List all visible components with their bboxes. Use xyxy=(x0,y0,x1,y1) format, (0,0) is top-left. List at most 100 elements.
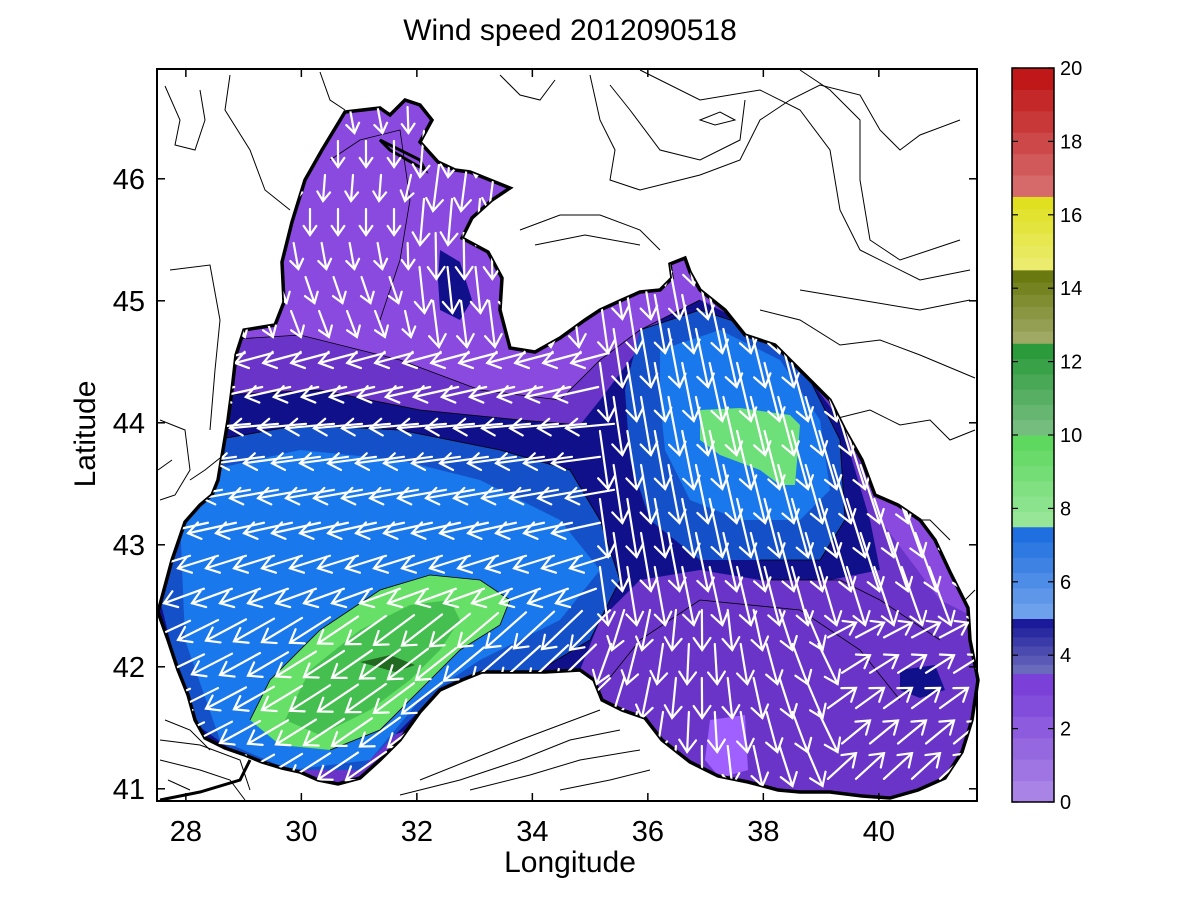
wind-arrow xyxy=(914,259,938,321)
wind-arrow-head xyxy=(316,555,334,574)
wind-arrow xyxy=(708,361,724,423)
wind-arrow xyxy=(498,712,542,752)
wind-arrow-head xyxy=(204,694,222,712)
wind-arrow-head xyxy=(682,542,701,559)
colorbar-band xyxy=(1012,587,1054,604)
wind-arrow xyxy=(639,463,653,525)
wind-arrow-head xyxy=(880,541,899,559)
wind-arrow xyxy=(160,385,208,399)
wind-arrow-head xyxy=(909,473,928,491)
colorbar-band xyxy=(1012,419,1054,436)
wind-arrow-head xyxy=(706,670,726,686)
wind-arrow-head xyxy=(484,555,502,574)
wind-arrow xyxy=(316,615,360,645)
wind-arrow-head xyxy=(439,231,459,247)
wind-arrow xyxy=(610,608,626,652)
wind-arrow-head xyxy=(428,555,446,574)
wind-arrow xyxy=(626,225,638,287)
wind-arrow xyxy=(172,422,224,430)
colorbar-band xyxy=(1012,306,1054,320)
wind-arrow xyxy=(763,497,781,559)
wind-arrow-head xyxy=(852,133,871,151)
wind-arrow-head xyxy=(456,555,474,574)
wind-arrow xyxy=(512,678,556,718)
wind-arrow xyxy=(177,309,191,339)
wind-arrow-head xyxy=(667,440,687,457)
wind-arrow-head xyxy=(163,290,179,305)
wind-arrow xyxy=(431,163,441,213)
wind-arrow-head xyxy=(158,521,175,540)
wind-arrow xyxy=(484,554,528,570)
wind-arrow xyxy=(428,554,472,570)
wind-arrow xyxy=(487,299,497,349)
wind-arrow-head xyxy=(340,417,356,437)
wind-arrow-head xyxy=(284,486,301,506)
wind-arrow xyxy=(854,752,886,780)
wind-arrow xyxy=(790,429,810,491)
wind-arrow-head xyxy=(427,332,447,349)
wind-arrow xyxy=(228,422,280,430)
wind-arrow xyxy=(832,327,852,389)
wind-arrow-head xyxy=(767,270,786,287)
wind-arrow xyxy=(508,488,560,500)
colorbar-tick-label: 6 xyxy=(1060,572,1071,594)
wind-arrow-head xyxy=(177,121,193,135)
wind-arrow xyxy=(626,100,638,151)
wind-arrow-head xyxy=(868,686,886,703)
wind-arrow xyxy=(290,351,330,365)
wind-arrow-head xyxy=(606,634,625,652)
wind-arrow-head xyxy=(218,660,236,678)
wind-arrow-head xyxy=(374,324,389,339)
wind-arrow-head xyxy=(330,662,348,679)
wind-arrow xyxy=(568,554,612,570)
wind-arrow-head xyxy=(358,663,376,680)
wind-arrow-head xyxy=(414,664,432,682)
wind-arrow xyxy=(162,587,206,605)
wind-arrow-head xyxy=(696,168,715,185)
colorbar-band xyxy=(1012,269,1054,283)
wind-arrow xyxy=(928,293,952,355)
wind-arrow xyxy=(340,488,392,500)
wind-arrow-head xyxy=(809,236,829,253)
wind-arrow xyxy=(368,488,420,500)
colorbar-band xyxy=(1012,636,1054,647)
wind-arrow-head xyxy=(289,121,305,135)
colorbar-band xyxy=(1012,294,1054,308)
axes: 28 30 32 34 36 38 40 41 42 43 44 45 46 xyxy=(113,69,977,848)
wind-arrow-head xyxy=(484,700,502,717)
wind-arrow-head xyxy=(753,236,772,253)
wind-arrow xyxy=(873,361,895,423)
wind-arrow xyxy=(438,455,490,465)
colorbar-band xyxy=(1012,153,1054,176)
wind-arrow xyxy=(428,612,472,648)
wind-arrow xyxy=(377,173,383,203)
colorbar-tick-label: 14 xyxy=(1060,278,1082,300)
wind-arrow-head xyxy=(162,590,180,609)
wind-arrow-head xyxy=(579,231,599,247)
wind-arrow xyxy=(403,309,413,339)
wind-arrow-head xyxy=(838,303,857,321)
colorbar-band xyxy=(1012,572,1054,589)
wind-arrow-head xyxy=(781,236,800,253)
wind-arrow xyxy=(681,429,695,491)
wind-arrow-head xyxy=(228,417,244,437)
wind-arrow-head xyxy=(710,610,730,627)
wind-arrow-head xyxy=(330,590,348,609)
wind-arrow-head xyxy=(425,196,444,213)
wind-arrow-head xyxy=(951,235,970,253)
wind-arrow-head xyxy=(880,609,899,627)
colorbar-band xyxy=(1012,196,1054,210)
wind-arrow xyxy=(900,100,924,151)
wind-arrow xyxy=(653,497,667,559)
wind-arrow-head xyxy=(318,324,333,339)
wind-arrow-head xyxy=(176,190,192,203)
wind-arrow xyxy=(708,497,724,559)
wind-arrow xyxy=(722,395,738,457)
wind-arrow-head xyxy=(523,385,541,404)
wind-arrow-head xyxy=(767,134,786,151)
wind-arrow-head xyxy=(340,486,357,506)
wind-arrow xyxy=(574,231,578,281)
wind-arrow-head xyxy=(162,156,178,169)
wind-arrow xyxy=(388,275,400,305)
wind-arrow xyxy=(274,650,318,678)
